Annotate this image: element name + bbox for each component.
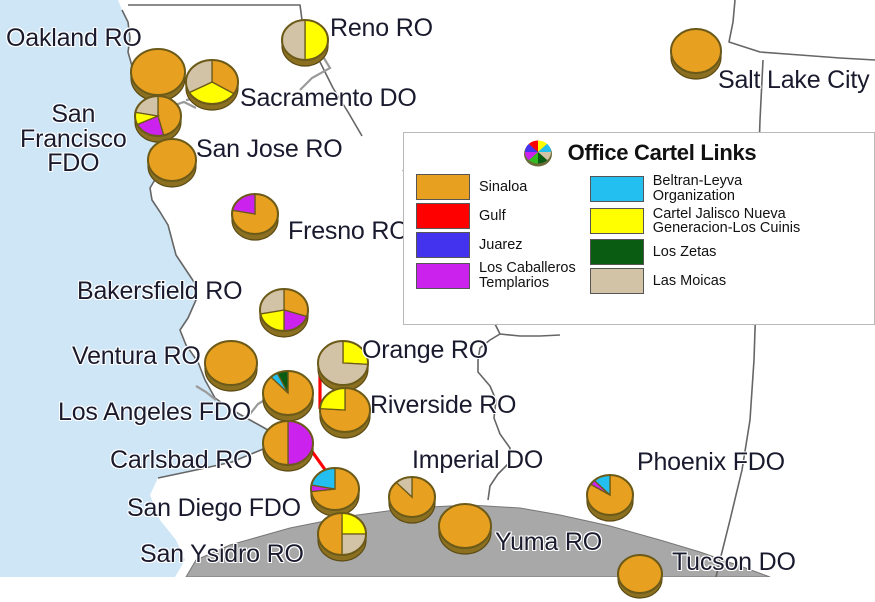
pie-outline xyxy=(281,19,329,61)
office-label: Fresno RO xyxy=(288,217,409,245)
legend-entry-label: Beltran-Leyva Organization xyxy=(652,173,743,204)
office-label: Oakland RO xyxy=(6,24,142,52)
legend-color-swatch xyxy=(416,262,470,289)
office-pie-chart xyxy=(231,193,279,241)
office-pie-chart xyxy=(586,474,634,522)
office-label: Reno RO xyxy=(330,14,433,42)
pie-outline xyxy=(670,28,722,74)
office-pie-chart xyxy=(262,370,314,422)
office-label: Ventura RO xyxy=(72,342,201,370)
office-label: San Ysidro RO xyxy=(140,540,304,568)
office-pie-chart xyxy=(438,503,492,555)
legend-entry: Gulf xyxy=(416,203,576,229)
office-label: Sacramento DO xyxy=(240,84,417,112)
pie-outline xyxy=(310,467,360,511)
pie-outline xyxy=(259,288,309,332)
legend-color-swatch xyxy=(589,239,644,266)
office-label: Riverside RO xyxy=(370,391,517,419)
legend-entry-label: Sinaloa xyxy=(479,178,528,195)
pie-outline xyxy=(262,370,314,416)
pie-outline xyxy=(204,340,258,386)
office-label: Orange RO xyxy=(362,336,489,364)
office-pie-chart xyxy=(319,387,371,439)
legend-entry: Beltran-Leyva Organization xyxy=(589,173,801,204)
office-label: San Francisco FDO xyxy=(20,100,127,177)
office-label: San Jose RO xyxy=(196,135,343,163)
legend-entry-label: Juarez xyxy=(479,236,523,253)
legend-columns: Sinaloa Gulf Juarez Los Caballeros Templari… xyxy=(404,168,874,297)
office-pie-chart xyxy=(317,512,367,562)
map-legend: Office Cartel Links Sinaloa Gulf Juarez Los… xyxy=(403,132,875,325)
office-label: San Diego FDO xyxy=(127,494,301,522)
legend-entry-label: Los Zetas xyxy=(652,243,717,260)
legend-entry-label: Cartel Jalisco Nueva Generacion-Los Cuin… xyxy=(652,205,801,237)
pie-outline xyxy=(317,512,367,556)
legend-entry: Los Zetas xyxy=(589,239,801,266)
office-pie-chart xyxy=(310,467,360,517)
legend-entry: Juarez xyxy=(416,232,576,258)
legend-column: Sinaloa Gulf Juarez Los Caballeros Templari… xyxy=(416,174,576,297)
pie-outline xyxy=(134,95,182,137)
legend-title-row: Office Cartel Links xyxy=(404,133,874,168)
pie-chart-icon xyxy=(523,140,552,167)
office-pie-chart xyxy=(670,28,722,80)
legend-color-swatch xyxy=(589,208,644,235)
office-pie-chart xyxy=(262,420,314,472)
pie-outline xyxy=(147,138,197,182)
legend-entry: Sinaloa xyxy=(416,174,576,200)
legend-color-swatch xyxy=(416,174,470,200)
legend-color-swatch xyxy=(589,175,644,202)
office-pie-chart xyxy=(130,48,186,102)
office-label: Phoenix FDO xyxy=(637,448,785,476)
legend-color-swatch xyxy=(416,203,470,229)
pie-outline xyxy=(262,420,314,466)
pacific-ocean xyxy=(0,0,268,577)
office-pie-charts-layer xyxy=(130,19,722,599)
office-pie-chart xyxy=(281,19,329,67)
office-label: Imperial DO xyxy=(412,446,544,474)
legend-title: Office Cartel Links xyxy=(567,140,757,165)
office-label: Salt Lake City xyxy=(718,66,870,94)
office-pie-chart xyxy=(259,288,309,338)
legend-entry: Cartel Jalisco Nueva Generacion-Los Cuin… xyxy=(589,205,801,237)
office-pie-chart xyxy=(204,340,258,392)
legend-entry-label: Gulf xyxy=(479,207,506,224)
legend-color-swatch xyxy=(589,268,644,295)
pie-outline xyxy=(185,59,239,105)
legend-entry-label: Los Caballeros Templarios xyxy=(479,260,576,291)
office-label: Bakersfield RO xyxy=(77,277,243,305)
office-pie-chart xyxy=(147,138,197,188)
pie-outline xyxy=(586,474,634,516)
pie-outline xyxy=(388,476,436,518)
office-labels-layer: Oakland RO San Francisco FDO San Jose RO Sa… xyxy=(6,14,870,576)
legend-entry: Los Caballeros Templarios xyxy=(416,261,576,291)
office-pie-chart xyxy=(134,95,182,143)
pie-outline xyxy=(319,387,371,433)
office-pie-chart xyxy=(388,476,436,524)
pie-outline xyxy=(438,503,492,549)
legend-entry: Las Moicas xyxy=(589,268,801,295)
office-label: Tucson DO xyxy=(672,548,796,576)
office-pie-chart xyxy=(185,59,239,111)
legend-color-swatch xyxy=(416,232,470,258)
legend-column: Beltran-Leyva Organization Cartel Jalisco… xyxy=(589,173,801,297)
office-pie-chart xyxy=(317,340,369,392)
office-label: Carlsbad RO xyxy=(110,446,253,474)
office-label: Yuma RO xyxy=(495,528,602,556)
pie-outline xyxy=(231,193,279,235)
pie-outline xyxy=(317,340,369,386)
legend-entry-label: Las Moicas xyxy=(652,272,727,289)
office-label: Los Angeles FDO xyxy=(58,398,251,426)
